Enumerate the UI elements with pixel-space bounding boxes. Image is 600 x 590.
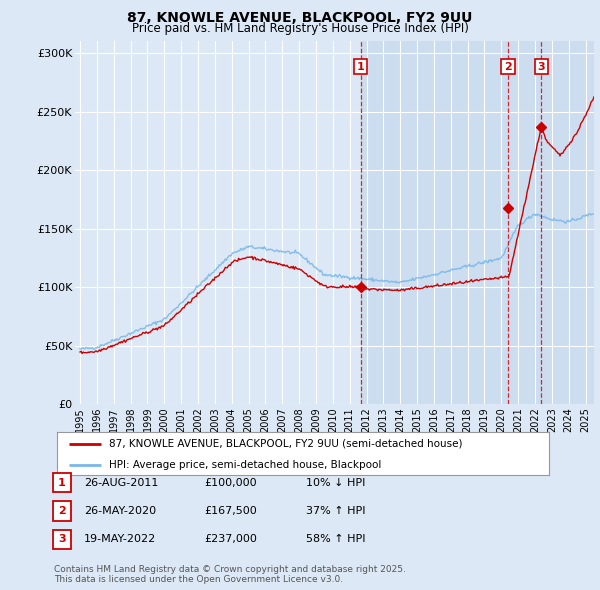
Text: 87, KNOWLE AVENUE, BLACKPOOL, FY2 9UU: 87, KNOWLE AVENUE, BLACKPOOL, FY2 9UU xyxy=(127,11,473,25)
Text: 2: 2 xyxy=(58,506,65,516)
Text: 1: 1 xyxy=(58,478,65,487)
Text: Price paid vs. HM Land Registry's House Price Index (HPI): Price paid vs. HM Land Registry's House … xyxy=(131,22,469,35)
Text: 87, KNOWLE AVENUE, BLACKPOOL, FY2 9UU (semi-detached house): 87, KNOWLE AVENUE, BLACKPOOL, FY2 9UU (s… xyxy=(109,439,462,449)
Text: 3: 3 xyxy=(538,62,545,72)
Text: 3: 3 xyxy=(58,535,65,544)
Text: 1: 1 xyxy=(357,62,364,72)
Text: £100,000: £100,000 xyxy=(204,478,257,487)
Text: £167,500: £167,500 xyxy=(204,506,257,516)
Text: 58% ↑ HPI: 58% ↑ HPI xyxy=(306,535,365,544)
Text: 19-MAY-2022: 19-MAY-2022 xyxy=(84,535,156,544)
Text: HPI: Average price, semi-detached house, Blackpool: HPI: Average price, semi-detached house,… xyxy=(109,460,381,470)
Text: 37% ↑ HPI: 37% ↑ HPI xyxy=(306,506,365,516)
Text: 2: 2 xyxy=(504,62,512,72)
Text: Contains HM Land Registry data © Crown copyright and database right 2025.
This d: Contains HM Land Registry data © Crown c… xyxy=(54,565,406,584)
Text: 26-AUG-2011: 26-AUG-2011 xyxy=(84,478,158,487)
Text: 10% ↓ HPI: 10% ↓ HPI xyxy=(306,478,365,487)
Bar xyxy=(361,41,594,404)
Text: £237,000: £237,000 xyxy=(204,535,257,544)
Text: 26-MAY-2020: 26-MAY-2020 xyxy=(84,506,156,516)
